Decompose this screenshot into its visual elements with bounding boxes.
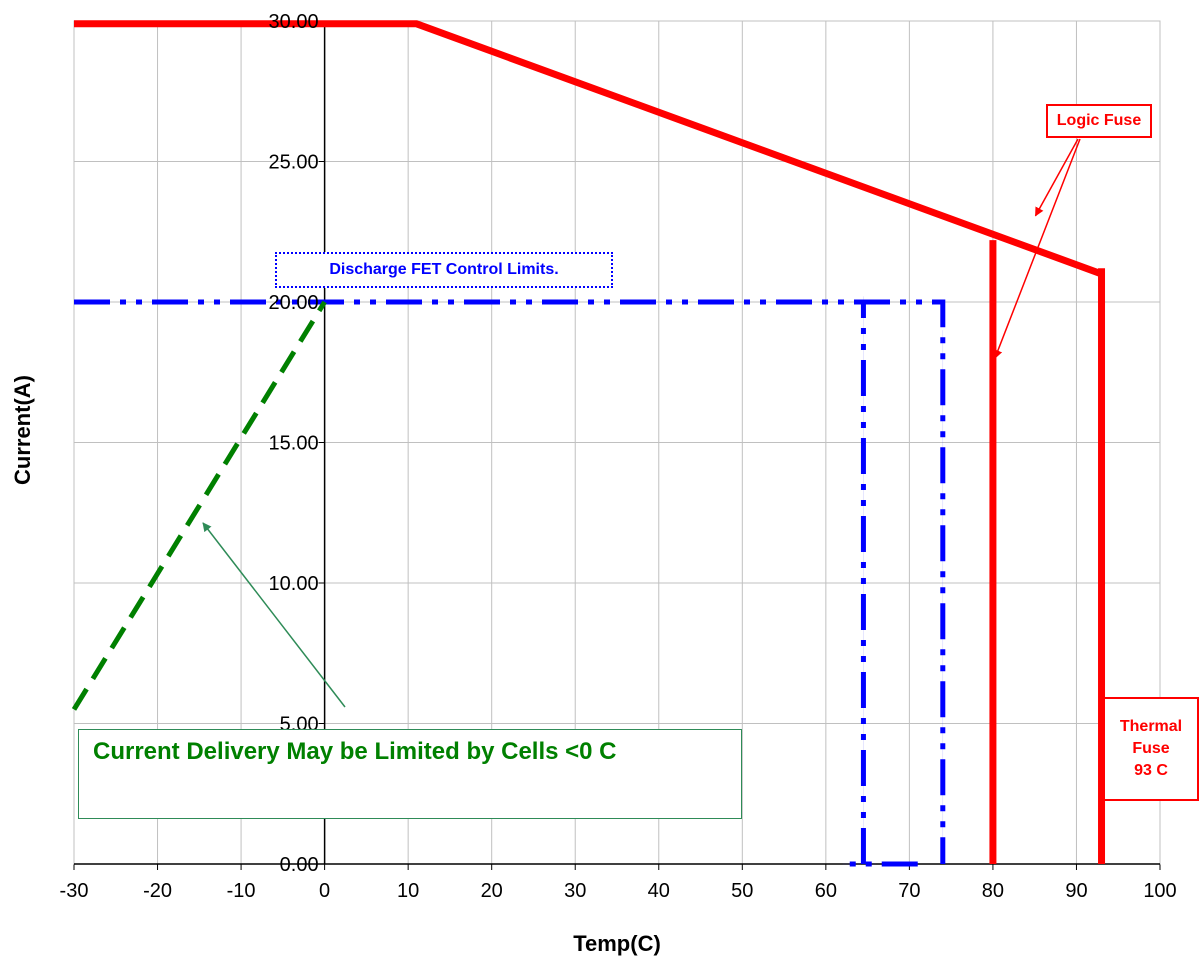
thermal-fuse-label: Thermal Fuse 93 C: [1103, 697, 1199, 801]
x-tick-label: 100: [1143, 880, 1176, 902]
axes: [73, 20, 1161, 870]
logic-fuse-label: Logic Fuse: [1046, 104, 1152, 138]
logic-fuse-text: Logic Fuse: [1056, 112, 1142, 129]
thermal-fuse-line-2: Fuse: [1132, 740, 1170, 757]
series-line-3: [74, 299, 946, 864]
x-tick-label: 20: [481, 880, 503, 902]
logic-fuse-arrow-2: [993, 138, 1081, 360]
x-tick-label: 50: [731, 880, 753, 902]
annotation-arrows: [202, 138, 1081, 865]
cells-limit-label: Current Delivery May be Limited by Cells…: [78, 729, 742, 819]
y-tick-label: 0.00: [280, 854, 319, 876]
thermal-fuse-line-3: 93 C: [1134, 762, 1168, 779]
series-line-6: [71, 300, 327, 711]
x-tick-label: -30: [60, 880, 89, 902]
cells-limit-text: Current Delivery May be Limited by Cells…: [93, 738, 617, 765]
x-tick-label: -10: [227, 880, 256, 902]
x-axis-title: Temp(C): [573, 931, 661, 956]
x-tick-label: 10: [397, 880, 419, 902]
logic-fuse-arrow-1: [1034, 138, 1079, 217]
y-tick-label: 25.00: [269, 152, 319, 174]
x-tick-label: 30: [564, 880, 586, 902]
x-tick-label: 70: [898, 880, 920, 902]
x-tick-label: 90: [1065, 880, 1087, 902]
series-line-0: [74, 20, 1103, 278]
x-tick-label: 60: [815, 880, 837, 902]
y-tick-label: 15.00: [269, 433, 319, 455]
x-tick-label: 80: [982, 880, 1004, 902]
thermal-fuse-line-1: Thermal: [1119, 718, 1183, 735]
x-tick-label: 0: [319, 880, 330, 902]
y-tick-label: 30.00: [269, 11, 319, 33]
fet-control-label: Discharge FET Control Limits.: [275, 252, 613, 288]
y-tick-label: 20.00: [269, 292, 319, 314]
fet-control-text: Discharge FET Control Limits.: [329, 261, 559, 278]
cells-arrow: [202, 522, 346, 708]
tick-labels: -30 -20 -10 0 10 20 30 40 50 60 70 80 90 1000.005.001…: [60, 11, 1177, 902]
x-tick-label: 40: [648, 880, 670, 902]
y-tick-label: 10.00: [269, 573, 319, 595]
y-axis-title: Current(A): [10, 375, 35, 485]
x-tick-label: -20: [143, 880, 172, 902]
